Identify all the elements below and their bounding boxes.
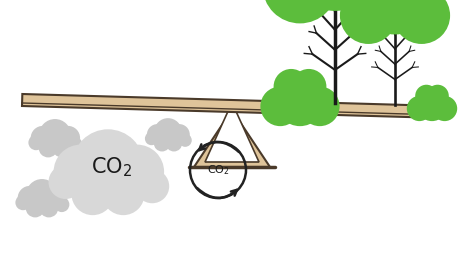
- Polygon shape: [22, 94, 442, 118]
- Circle shape: [110, 144, 164, 199]
- Circle shape: [25, 199, 44, 218]
- Circle shape: [38, 138, 58, 157]
- Circle shape: [147, 124, 168, 145]
- Circle shape: [332, 0, 407, 24]
- Text: CO$_2$: CO$_2$: [206, 163, 229, 177]
- Circle shape: [18, 186, 42, 210]
- Circle shape: [288, 0, 382, 11]
- Text: CO$_2$: CO$_2$: [92, 155, 132, 179]
- Circle shape: [15, 195, 31, 210]
- Circle shape: [263, 0, 338, 24]
- Circle shape: [67, 137, 82, 152]
- Circle shape: [359, 0, 431, 34]
- Circle shape: [28, 135, 44, 150]
- Circle shape: [54, 197, 69, 212]
- Circle shape: [179, 134, 192, 147]
- Circle shape: [72, 129, 144, 201]
- Circle shape: [102, 173, 144, 215]
- Circle shape: [169, 124, 190, 145]
- Circle shape: [274, 69, 309, 104]
- Circle shape: [54, 144, 108, 199]
- Circle shape: [166, 135, 182, 151]
- Circle shape: [71, 173, 114, 215]
- Circle shape: [49, 165, 82, 199]
- Circle shape: [39, 119, 71, 151]
- Circle shape: [393, 0, 450, 44]
- Circle shape: [340, 0, 397, 44]
- Circle shape: [39, 199, 58, 218]
- Polygon shape: [194, 110, 270, 167]
- Circle shape: [432, 96, 457, 121]
- Circle shape: [276, 78, 324, 126]
- Circle shape: [52, 138, 71, 157]
- Circle shape: [380, 0, 433, 2]
- Circle shape: [154, 118, 182, 146]
- Circle shape: [426, 85, 449, 107]
- Circle shape: [291, 69, 326, 104]
- Circle shape: [260, 87, 300, 126]
- Circle shape: [43, 186, 67, 210]
- Circle shape: [357, 0, 410, 2]
- Circle shape: [135, 169, 169, 203]
- Circle shape: [407, 96, 432, 121]
- Circle shape: [300, 87, 339, 126]
- Polygon shape: [205, 102, 259, 162]
- Circle shape: [31, 126, 55, 150]
- Circle shape: [56, 126, 80, 150]
- Circle shape: [26, 179, 58, 211]
- Circle shape: [154, 135, 170, 151]
- Circle shape: [145, 132, 158, 145]
- Circle shape: [415, 85, 438, 107]
- Circle shape: [417, 90, 447, 121]
